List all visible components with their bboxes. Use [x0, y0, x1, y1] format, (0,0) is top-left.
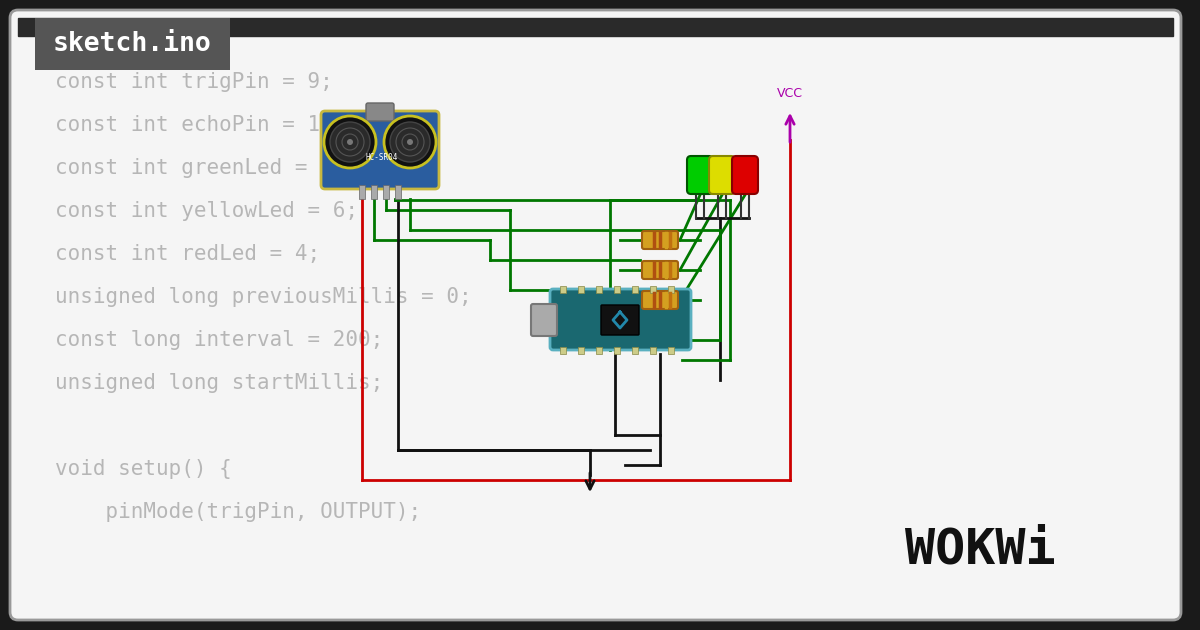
Text: const int echoPin = 10;: const int echoPin = 10; — [55, 115, 346, 135]
Text: pinMode(trigPin, OUTPUT);: pinMode(trigPin, OUTPUT); — [55, 502, 421, 522]
FancyBboxPatch shape — [709, 156, 734, 194]
Bar — [632, 286, 638, 293]
Bar — [614, 286, 620, 293]
Bar — [383, 185, 389, 199]
Bar — [596, 347, 602, 354]
Circle shape — [324, 116, 376, 168]
Bar — [560, 347, 566, 354]
Circle shape — [384, 116, 436, 168]
FancyBboxPatch shape — [642, 291, 678, 309]
Text: const long interval = 200;: const long interval = 200; — [55, 330, 383, 350]
Bar — [395, 185, 401, 199]
Bar — [668, 347, 674, 354]
Text: VCC: VCC — [778, 87, 803, 100]
Bar — [35, 18, 230, 70]
Bar — [632, 347, 638, 354]
Bar — [578, 286, 584, 293]
FancyBboxPatch shape — [686, 156, 713, 194]
Bar — [614, 347, 620, 354]
Text: unsigned long startMillis;: unsigned long startMillis; — [55, 373, 383, 393]
Bar — [650, 347, 656, 354]
Text: const int yellowLed = 6;: const int yellowLed = 6; — [55, 201, 358, 221]
FancyBboxPatch shape — [550, 289, 691, 350]
Text: const int trigPin = 9;: const int trigPin = 9; — [55, 72, 332, 92]
FancyBboxPatch shape — [366, 103, 394, 121]
FancyBboxPatch shape — [642, 231, 678, 249]
Circle shape — [330, 122, 370, 162]
Circle shape — [390, 122, 430, 162]
Bar — [18, 18, 1174, 36]
FancyBboxPatch shape — [530, 304, 557, 336]
Bar — [560, 286, 566, 293]
Bar — [359, 185, 365, 199]
Bar — [596, 286, 602, 293]
Text: unsigned long previousMillis = 0;: unsigned long previousMillis = 0; — [55, 287, 472, 307]
FancyBboxPatch shape — [732, 156, 758, 194]
FancyBboxPatch shape — [10, 10, 1181, 620]
Text: WOKWi: WOKWi — [905, 526, 1055, 574]
FancyBboxPatch shape — [322, 111, 439, 189]
FancyBboxPatch shape — [601, 305, 640, 335]
Circle shape — [347, 139, 353, 145]
Text: const int greenLed = 5;: const int greenLed = 5; — [55, 158, 346, 178]
Bar — [650, 286, 656, 293]
FancyBboxPatch shape — [642, 261, 678, 279]
Bar — [371, 185, 377, 199]
Text: sketch.ino: sketch.ino — [53, 31, 211, 57]
Circle shape — [407, 139, 413, 145]
Text: HC-SR04: HC-SR04 — [366, 154, 398, 163]
Text: const int redLed = 4;: const int redLed = 4; — [55, 244, 320, 264]
Bar — [578, 347, 584, 354]
Text: void setup() {: void setup() { — [55, 459, 232, 479]
Bar — [668, 286, 674, 293]
